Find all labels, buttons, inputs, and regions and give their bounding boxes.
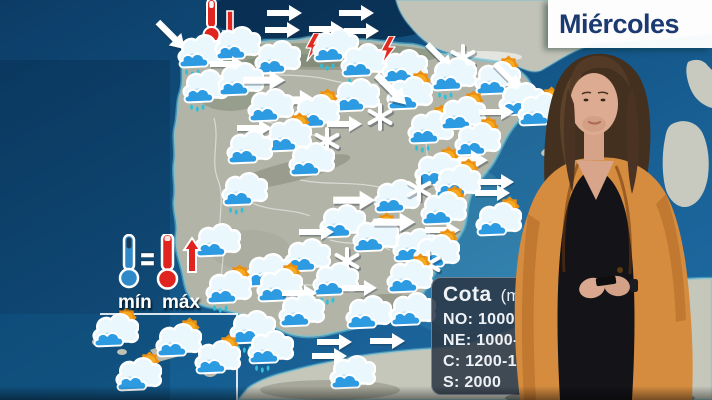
day-label: Miércoles [559, 8, 680, 39]
thermometer-min-icon [118, 233, 140, 289]
cloud-icon [380, 42, 429, 92]
snowflake-icon [366, 103, 395, 134]
temperature-legend: mín máx [110, 232, 220, 313]
sun-cloud-icon [419, 184, 468, 234]
legend-min-label: mín [118, 292, 152, 313]
remote-clicker [595, 275, 617, 287]
sun-cloud-icon [474, 195, 523, 245]
arrow-up-icon [182, 236, 202, 273]
snow-level-row: C: 1200-16 [443, 353, 527, 370]
cloud-icon [253, 33, 302, 83]
watch [630, 279, 638, 292]
snow-level-row: NO: 1000-1 [443, 311, 530, 328]
snow-level-row: NE: 1000-7 [443, 332, 528, 349]
sun-cloud-icon [154, 316, 203, 366]
arrow-right-icon [266, 2, 304, 24]
arrow-right-icon [298, 221, 336, 243]
thermometer-legend-icons [118, 232, 202, 290]
sun-cloud-icon [264, 111, 313, 161]
arrow-right-icon [343, 20, 381, 42]
rain-cloud-icon [181, 62, 230, 112]
sun-cloud-icon [453, 115, 502, 165]
rain-cloud-icon [328, 348, 377, 398]
arrow-right-icon [264, 19, 302, 41]
rain-cloud-icon [287, 135, 336, 185]
arrow-se-icon [367, 65, 418, 116]
cloud-icon [216, 55, 265, 105]
rain-cloud-icon [225, 123, 274, 173]
rain-cloud-icon [339, 36, 388, 86]
sun-cloud-icon [193, 333, 242, 383]
presenter-face [570, 73, 618, 135]
arrow-right-icon [242, 67, 288, 93]
sun-cloud-icon [412, 227, 461, 277]
day-banner: Miércoles [548, 0, 712, 48]
arrow-se-icon [149, 13, 196, 60]
thermometer-max-icon [156, 232, 179, 290]
arrow-right-icon [372, 209, 418, 235]
rain-cloud-icon [372, 172, 421, 222]
sun-cloud-icon [91, 306, 140, 356]
arrow-right-icon [474, 182, 512, 204]
cloud-icon [246, 81, 295, 131]
snow-level-title-text: Cota [443, 283, 492, 306]
presenter-chest [576, 160, 614, 200]
rain-cloud-icon [332, 71, 381, 121]
blazer-button [617, 267, 623, 273]
arrow-right-icon [369, 330, 407, 352]
snowflake-icon [405, 175, 434, 206]
arrow-right-icon [236, 117, 274, 139]
rain-cloud-icon [388, 285, 437, 335]
corsica-land [686, 59, 712, 108]
snow-level-row: S: 2000 [443, 374, 502, 391]
arrow-right-icon [316, 331, 354, 353]
rain-cloud-icon [246, 323, 295, 373]
rain-cloud-icon [193, 216, 242, 266]
arrow-right-icon [326, 113, 364, 135]
rain-cloud-icon [277, 286, 326, 336]
arrow-right-icon [478, 101, 516, 123]
arrow-right-icon [338, 2, 376, 24]
sun-cloud-icon [385, 252, 434, 302]
rain-cloud-icon [318, 197, 367, 247]
rain-cloud-icon [220, 165, 269, 215]
sun-cloud-icon [114, 350, 163, 400]
sun-cloud-icon [204, 263, 253, 313]
rain-cloud-icon [344, 288, 393, 338]
rain-cloud-icon [311, 255, 360, 305]
arrow-right-icon [478, 171, 516, 193]
arrow-right-icon [341, 277, 379, 299]
cloud-icon [213, 19, 262, 69]
sun-cloud-icon [351, 211, 400, 261]
snow-level-rows: NO: 1000-1 NE: 1000-7 C: 1200-16 S: 2000 [443, 309, 580, 393]
legend-max-label: máx [162, 292, 201, 313]
sun-cloud-icon [438, 89, 487, 139]
sardinia-land [662, 121, 709, 208]
equals-icon [140, 252, 155, 266]
arrow-se-icon [487, 56, 529, 98]
arrow-right-icon [332, 187, 378, 213]
rain-cloud-icon [429, 50, 478, 100]
